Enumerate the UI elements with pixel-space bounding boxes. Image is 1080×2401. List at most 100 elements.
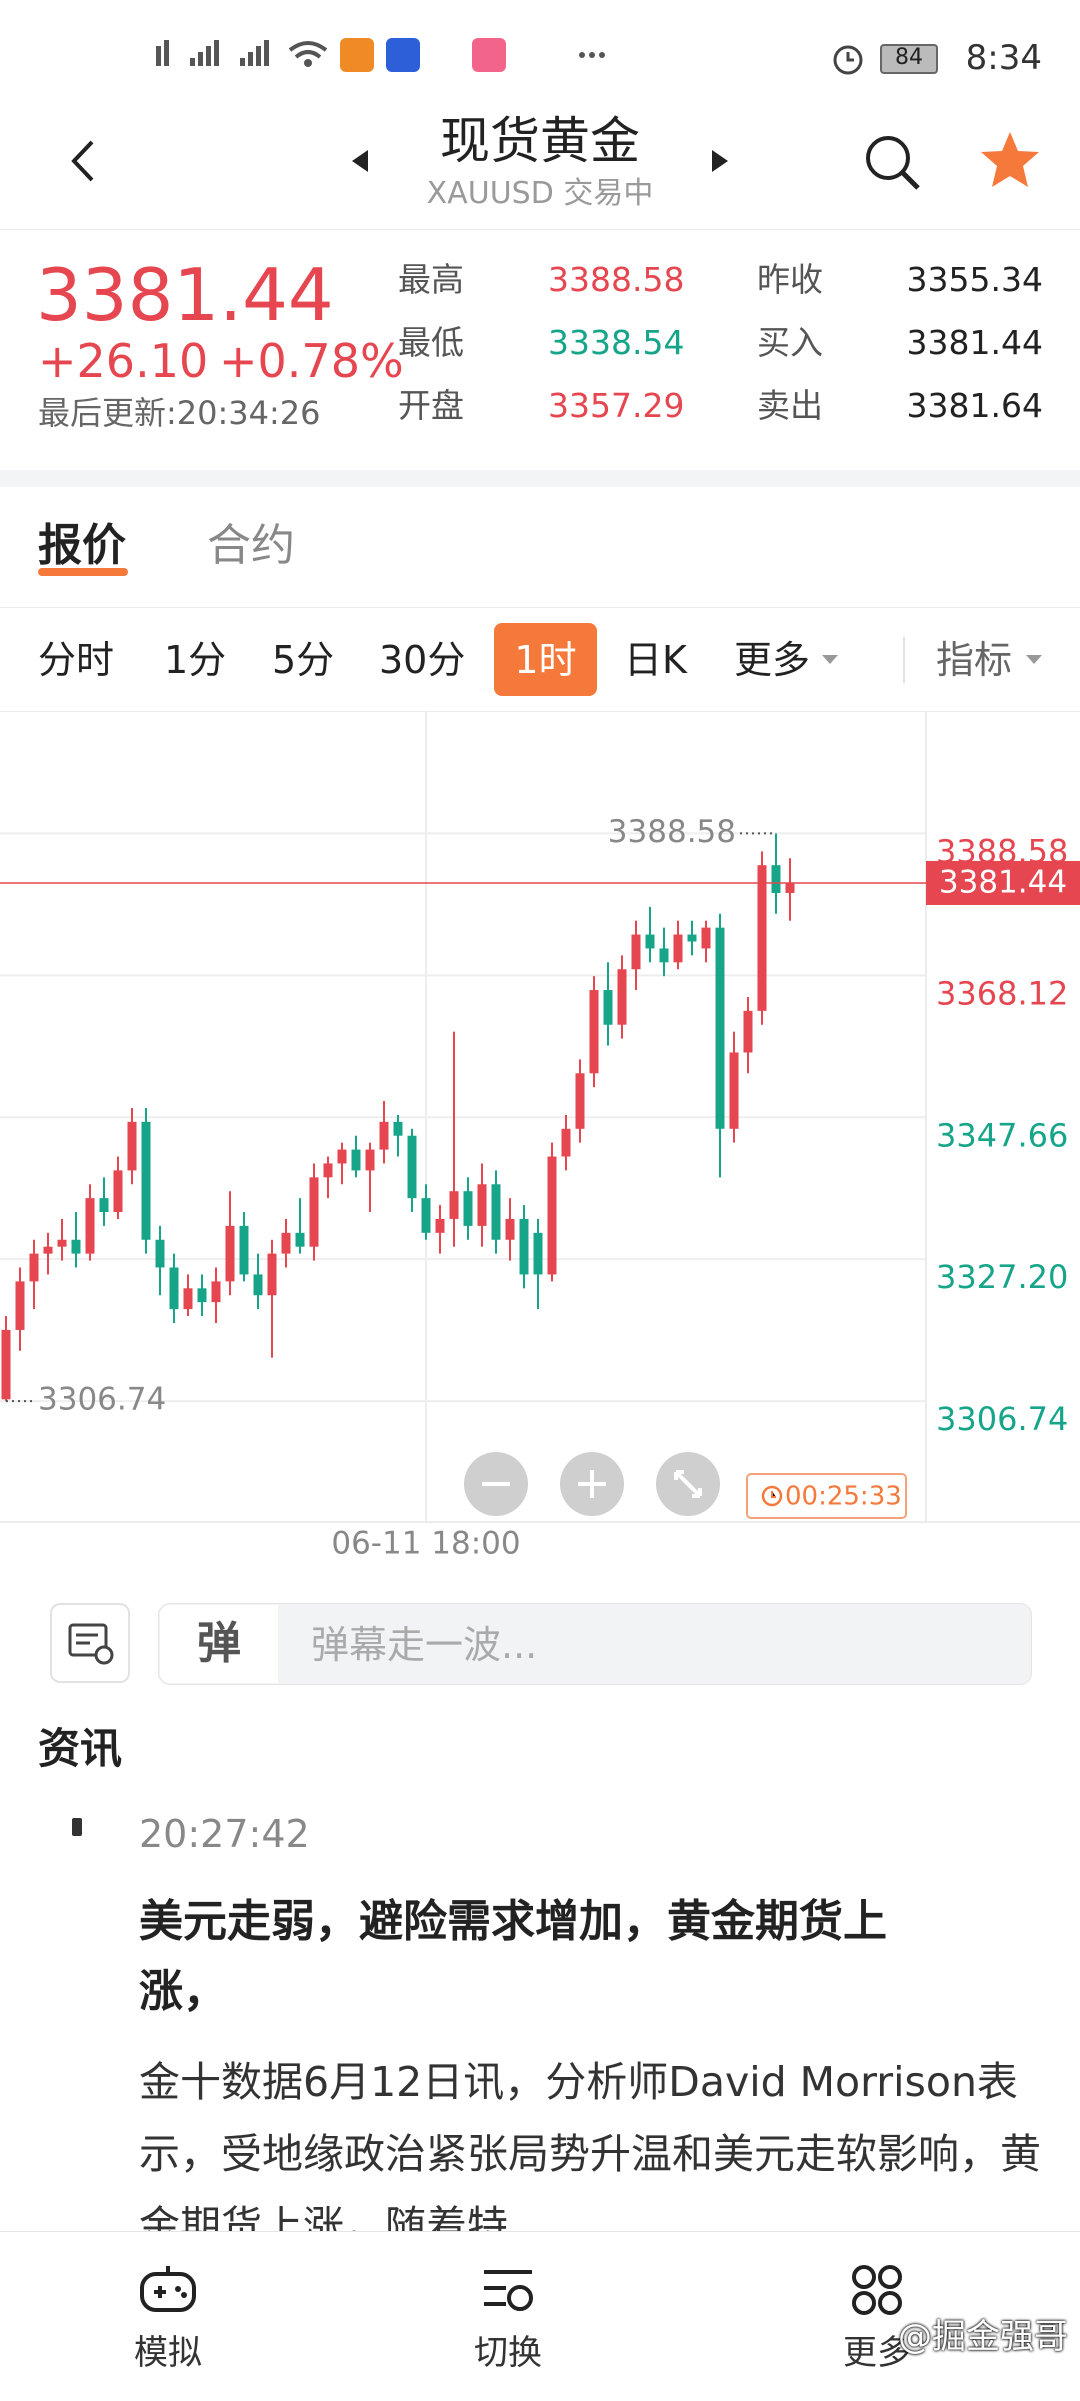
stat-value: 3381.44 [906, 323, 1043, 362]
stat-label: 最高 [398, 260, 464, 299]
candle-body [547, 1156, 557, 1275]
y-tick-label: 3306.74 [936, 1400, 1068, 1438]
period[interactable]: 5分 [272, 638, 335, 682]
candle-body [589, 990, 599, 1074]
candle-body [141, 1121, 151, 1240]
danmaku-settings[interactable] [50, 1603, 130, 1683]
candle-body [785, 882, 795, 893]
stat-label: 卖出 [757, 386, 823, 425]
candle-body [701, 927, 711, 949]
y-tick-label: 3368.12 [936, 974, 1068, 1012]
candle-body [659, 948, 669, 963]
page-subtitle: XAUUSD 交易中 [426, 176, 654, 211]
candle-body [533, 1232, 543, 1275]
stat-label: 开盘 [398, 386, 464, 425]
battery-level: 84 [895, 45, 923, 70]
news-body[interactable]: 金十数据6月12日讯，分析师David Morrison表示，受地缘政治紧张局势… [139, 2058, 1041, 2250]
indicator[interactable]: 指标 [936, 638, 1013, 682]
danmaku-placeholder: 弹幕走一波... [311, 1623, 538, 1667]
last-price-label: 3381.44 [939, 864, 1067, 900]
period[interactable]: 30分 [379, 638, 466, 682]
candle-body [15, 1281, 25, 1330]
candle-body [183, 1288, 193, 1310]
candle-body [365, 1149, 375, 1171]
candle-body [561, 1128, 571, 1157]
danmaku-badge-bg [160, 1605, 278, 1683]
news-time: 20:27:42 [139, 1812, 310, 1856]
candle-body [757, 865, 767, 1011]
candle-body [267, 1253, 277, 1296]
candle-body [127, 1121, 137, 1171]
bullet [72, 1818, 82, 1836]
next-button[interactable] [708, 148, 732, 174]
favorite-button[interactable] [978, 128, 1042, 192]
candle-body [617, 969, 627, 1025]
dropdown-arrow [1026, 655, 1042, 664]
stat-label: 买入 [757, 323, 823, 362]
danmaku-input[interactable] [158, 1603, 1032, 1685]
candle-body [211, 1281, 221, 1303]
stat-label: 最低 [398, 323, 464, 362]
back-button[interactable] [64, 136, 104, 186]
candle-body [99, 1198, 109, 1213]
nav-item[interactable]: 更多 [843, 2333, 911, 2373]
nav-icon [484, 2270, 533, 2311]
stat-value: 3338.54 [548, 323, 685, 362]
candle-body [337, 1149, 347, 1164]
candle-body [687, 934, 697, 942]
candle-body [715, 927, 725, 1129]
candle-body [197, 1288, 207, 1303]
nav-icon [140, 2266, 196, 2312]
settings-icon [68, 1623, 114, 1665]
clock: 8:34 [965, 38, 1042, 78]
chart-controls: 00:25:33 [464, 1452, 907, 1519]
battery [880, 44, 938, 74]
divider [0, 229, 1080, 230]
nav-item[interactable]: 切换 [474, 2333, 542, 2373]
candle-body [379, 1121, 389, 1150]
countdown: 00:25:33 [785, 1482, 902, 1512]
danmaku-badge: 弹 [197, 1618, 241, 1669]
candle-body [505, 1218, 515, 1240]
candle-body [295, 1232, 305, 1247]
prev-button[interactable] [348, 148, 372, 174]
candle-body [393, 1121, 403, 1136]
period-selected[interactable]: 1时 [514, 638, 577, 682]
candle-body [155, 1239, 165, 1268]
stat-value: 3357.29 [548, 386, 685, 425]
nav-icon [852, 2265, 902, 2315]
news-headline[interactable]: 美元走弱，避险需求增加，黄金期货上涨， [139, 1896, 887, 2017]
alarm-icon [833, 45, 863, 75]
candle-body [323, 1163, 333, 1178]
nav-item[interactable]: 模拟 [134, 2333, 202, 2373]
divider [0, 607, 1080, 608]
period[interactable]: 日K [624, 638, 687, 682]
candle-body [29, 1253, 39, 1282]
stat-value: 3355.34 [906, 260, 1043, 299]
candle-body [729, 1052, 739, 1129]
candle-body [673, 934, 683, 963]
tab-active[interactable]: 报价 [38, 520, 126, 571]
watermark: @掘金强哥 [898, 2317, 1068, 2357]
period-more[interactable]: 更多 [734, 638, 811, 682]
candle-body [491, 1184, 501, 1240]
search-button[interactable] [860, 130, 924, 194]
stat-value: 3381.64 [906, 386, 1043, 425]
candle-body [169, 1267, 179, 1310]
candle-body [519, 1218, 529, 1275]
tab[interactable]: 合约 [207, 520, 295, 571]
candle-body [631, 934, 641, 970]
section-title: 资讯 [38, 1724, 123, 1773]
candle-body [57, 1239, 67, 1247]
x-tick-label: 06-11 18:00 [331, 1526, 520, 1562]
tab-underline [38, 568, 128, 576]
candle-body [113, 1170, 123, 1213]
period-selected-bg [494, 623, 597, 696]
candle-body [603, 990, 613, 1025]
period[interactable]: 1分 [164, 638, 227, 682]
change-pct: +0.78% [219, 334, 404, 388]
candle-body [771, 865, 781, 893]
high-marker-label: 3388.58 [608, 814, 736, 850]
candle-body [239, 1225, 249, 1275]
period[interactable]: 分时 [38, 638, 115, 682]
